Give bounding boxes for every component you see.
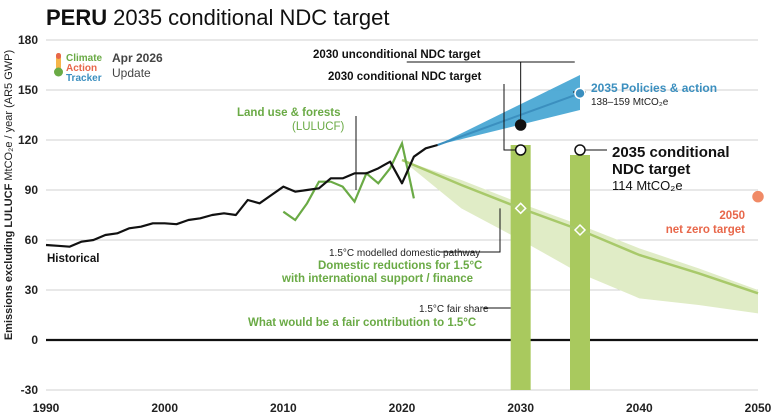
y-axis-label: Emissions excluding LULUCF MtCO₂e / year…	[3, 50, 15, 340]
historical-line	[45, 143, 438, 248]
leader-pathway	[438, 208, 501, 253]
x-tick-label: 2020	[389, 401, 416, 415]
y-tick-label: 120	[18, 133, 38, 147]
y-tick-label: 60	[25, 233, 39, 247]
label-policies-2035: 2035 Policies & action	[591, 81, 717, 95]
label-netzero: net zero target	[666, 224, 745, 236]
climate-action-tracker-logo: Climate Action Tracker Apr 2026 Update	[54, 51, 163, 84]
label-conditional-2035: 2035 conditional	[612, 144, 730, 161]
label-domestic-2: with international support / finance	[281, 273, 473, 285]
label-conditional-2035-value: 114 MtCO₂e	[612, 178, 683, 193]
marker-netzero-2050	[752, 190, 764, 203]
logo-line-3: Tracker	[66, 73, 102, 84]
label-netzero-year: 2050	[719, 210, 745, 222]
lulucf-line	[282, 139, 415, 222]
chart-title-country: PERU	[46, 5, 107, 30]
update-label: Update	[112, 66, 151, 80]
gridlines	[46, 39, 758, 391]
label-historical: Historical	[47, 253, 99, 265]
y-tick-label: 30	[25, 283, 39, 297]
marker-unconditional-2030	[514, 119, 527, 131]
pathway-marker-2035	[573, 223, 587, 237]
label-conditional-2030: 2030 conditional NDC target	[328, 71, 482, 83]
logo-line-1: Climate	[66, 53, 103, 64]
policies-action-band	[437, 75, 580, 145]
label-fairshare: 1.5°C fair share	[419, 304, 489, 315]
y-axis-label-rest: MtCO₂e / year (AR5 GWP)	[3, 50, 15, 184]
y-tick-labels: 180 150 120 90 60 30 0 -30	[18, 33, 38, 397]
label-pathway: 1.5°C modelled domestic pathway	[329, 248, 480, 259]
x-tick-label: 1990	[33, 401, 60, 415]
marker-conditional-2035	[574, 144, 586, 156]
pathway-15c-line	[401, 158, 759, 295]
label-domestic-1: Domestic reductions for 1.5°C	[318, 260, 482, 272]
y-tick-label: -30	[21, 383, 39, 397]
leader-unconditional	[406, 61, 575, 125]
policies-action-line	[437, 92, 581, 146]
x-tick-label: 2000	[151, 401, 178, 415]
x-tick-label: 2040	[626, 401, 653, 415]
y-tick-label: 0	[31, 333, 38, 347]
label-conditional-2035-line2: NDC target	[612, 161, 690, 178]
pathway-marker-2030	[514, 202, 527, 215]
x-tick-label: 2030	[507, 401, 534, 415]
y-tick-label: 150	[18, 83, 38, 97]
label-lulucf-paren: (LULUCF)	[292, 121, 345, 133]
fair-share-bar-2035	[570, 155, 590, 390]
x-tick-label: 2050	[745, 401, 772, 415]
fair-share-bar-2030	[510, 145, 531, 390]
y-tick-label: 90	[25, 183, 39, 197]
chart-title-rest: 2035 conditional NDC target	[113, 5, 389, 30]
update-date: Apr 2026	[112, 51, 163, 65]
x-tick-labels: 1990 2000 2010 2020 2030 2040 2050	[33, 401, 772, 415]
y-axis-label-bold: Emissions excluding LULUCF	[3, 183, 15, 340]
chart-title: PERU 2035 conditional NDC target	[46, 5, 390, 30]
x-tick-label: 2010	[270, 401, 297, 415]
y-tick-label: 180	[18, 33, 38, 47]
chart-marks	[45, 61, 764, 390]
label-lulucf: Land use & forests	[237, 107, 341, 119]
logo-line-2: Action	[66, 63, 97, 74]
thermometer-icon	[54, 53, 63, 77]
label-fair-contribution: What would be a fair contribution to 1.5…	[248, 317, 476, 329]
marker-policies-2035	[574, 87, 586, 100]
label-unconditional-2030: 2030 unconditional NDC target	[313, 49, 481, 61]
marker-conditional-2030	[514, 144, 527, 156]
label-policies-range: 138–159 MtCO₂e	[591, 97, 669, 108]
